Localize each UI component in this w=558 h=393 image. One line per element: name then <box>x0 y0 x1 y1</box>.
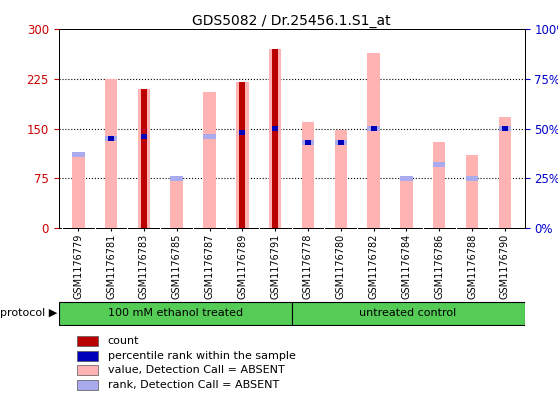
Bar <box>138 89 150 228</box>
Title: GDS5082 / Dr.25456.1.S1_at: GDS5082 / Dr.25456.1.S1_at <box>193 15 391 28</box>
Text: GSM1176791: GSM1176791 <box>270 233 280 299</box>
Text: count: count <box>108 336 139 347</box>
Bar <box>141 89 147 228</box>
Bar <box>105 79 117 228</box>
Text: percentile rank within the sample: percentile rank within the sample <box>108 351 295 361</box>
Bar <box>338 140 344 145</box>
Text: rank, Detection Call = ABSENT: rank, Detection Call = ABSENT <box>108 380 279 390</box>
Text: value, Detection Call = ABSENT: value, Detection Call = ABSENT <box>108 365 284 375</box>
Bar <box>239 130 246 135</box>
Bar <box>502 127 508 131</box>
Bar <box>400 176 412 228</box>
Bar <box>77 336 98 347</box>
Bar <box>433 142 445 228</box>
Text: GSM1176788: GSM1176788 <box>467 233 477 299</box>
Bar <box>59 302 291 325</box>
Bar <box>499 117 511 228</box>
Bar <box>400 176 412 181</box>
Bar <box>239 83 246 228</box>
Text: GSM1176787: GSM1176787 <box>205 233 214 299</box>
Text: GSM1176786: GSM1176786 <box>434 233 444 299</box>
Bar <box>171 176 183 228</box>
Bar <box>302 140 314 145</box>
Bar <box>367 127 380 131</box>
Bar <box>269 49 281 228</box>
Bar <box>371 127 377 131</box>
Bar <box>77 380 98 390</box>
Text: GSM1176782: GSM1176782 <box>369 233 378 299</box>
Bar <box>236 83 248 228</box>
Bar <box>499 127 511 131</box>
Text: GSM1176778: GSM1176778 <box>303 233 313 299</box>
Text: GSM1176790: GSM1176790 <box>500 233 510 299</box>
Bar <box>335 130 347 228</box>
Bar <box>141 134 147 139</box>
Bar <box>433 162 445 167</box>
Bar <box>305 140 311 145</box>
Bar <box>272 49 278 228</box>
Bar <box>302 122 314 228</box>
Bar <box>272 127 278 131</box>
Bar <box>171 176 183 181</box>
Bar <box>291 302 525 325</box>
Bar <box>203 134 216 139</box>
Bar <box>367 53 380 228</box>
Text: GSM1176784: GSM1176784 <box>401 233 411 299</box>
Bar <box>77 351 98 361</box>
Bar <box>466 155 478 228</box>
Text: 100 mM ethanol treated: 100 mM ethanol treated <box>108 308 243 318</box>
Bar <box>203 92 216 228</box>
Text: GSM1176789: GSM1176789 <box>237 233 247 299</box>
Text: GSM1176783: GSM1176783 <box>139 233 149 299</box>
Text: untreated control: untreated control <box>359 308 456 318</box>
Text: protocol ▶: protocol ▶ <box>0 308 57 318</box>
Bar <box>77 365 98 375</box>
Bar <box>105 136 117 141</box>
Text: GSM1176779: GSM1176779 <box>73 233 83 299</box>
Text: GSM1176780: GSM1176780 <box>336 233 346 299</box>
Bar <box>466 176 478 181</box>
Bar <box>335 140 347 145</box>
Bar <box>108 136 114 141</box>
Bar <box>72 152 84 157</box>
Text: GSM1176785: GSM1176785 <box>172 233 182 299</box>
Bar <box>72 155 84 228</box>
Text: GSM1176781: GSM1176781 <box>106 233 116 299</box>
